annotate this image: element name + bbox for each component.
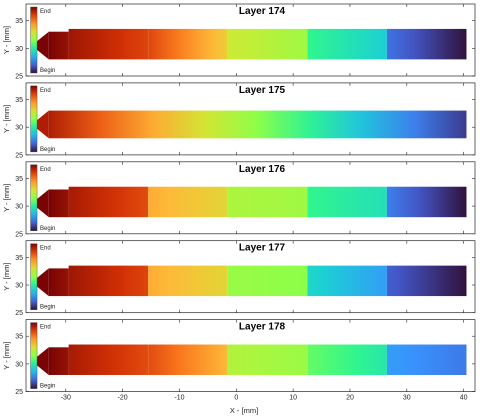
- track-segment: [307, 265, 387, 297]
- y-axis-label: Y - [mm]: [2, 341, 11, 369]
- y-axis-label: Y - [mm]: [2, 184, 11, 212]
- track-segment: [148, 265, 228, 297]
- colorbar: [30, 322, 38, 389]
- y-tick-label: 35: [15, 176, 23, 183]
- y-tick-label: 30: [15, 204, 23, 211]
- track-segment: [386, 28, 467, 60]
- track-segment: [68, 186, 149, 218]
- track-start-tip: [31, 347, 49, 375]
- x-tick-label: 30: [403, 395, 411, 402]
- track-segment: [48, 31, 69, 60]
- track-segment: [48, 268, 69, 297]
- y-tick-label: 25: [15, 152, 23, 159]
- track-segment: [48, 189, 69, 218]
- track-segment: [307, 344, 387, 375]
- y-tick-label: 35: [15, 97, 23, 104]
- y-tick-label: 35: [15, 334, 23, 341]
- x-tick-label: 20: [346, 395, 354, 402]
- colorbar-end-label: End: [40, 9, 51, 15]
- track-segment: [227, 344, 308, 375]
- y-tick-label: 25: [15, 310, 23, 317]
- panel-title: Layer 177: [239, 243, 286, 254]
- y-tick-label: 25: [15, 74, 23, 81]
- track-segment: [148, 186, 228, 218]
- colorbar: [30, 164, 38, 232]
- y-tick-label: 30: [15, 361, 23, 368]
- panel-layer-3: End Begin Layer 177 25 30 35 Y - [mm]: [2, 240, 476, 317]
- track-segment: [148, 28, 228, 60]
- y-tick-label: 25: [15, 389, 23, 396]
- colorbar: [30, 85, 38, 153]
- track-segment: [48, 110, 467, 139]
- colorbar-begin-label: Begin: [40, 226, 55, 232]
- x-axis-label: X - [mm]: [230, 406, 258, 415]
- track-segment: [386, 265, 467, 297]
- y-axis-label: Y - [mm]: [2, 105, 11, 133]
- track-segment: [307, 186, 387, 218]
- y-axis-label: Y - [mm]: [2, 263, 11, 291]
- track-segment: [68, 344, 149, 375]
- track-segment: [227, 186, 308, 218]
- track-start-tip: [31, 31, 49, 60]
- colorbar: [30, 6, 38, 74]
- x-tick-label: 40: [460, 395, 468, 402]
- colorbar-end-label: End: [40, 88, 51, 94]
- track-segment: [227, 28, 308, 60]
- track-segment: [386, 344, 467, 375]
- x-tick-label: -10: [174, 395, 184, 402]
- track-segment: [386, 186, 467, 218]
- panel-layer-0: End Begin Layer 174 25 30 35 Y - [mm]: [2, 3, 476, 81]
- track-start-tip: [31, 268, 49, 297]
- track-segment: [148, 344, 228, 375]
- panels-group: End Begin Layer 174 25 30 35 Y - [mm] End Begin L…: [2, 3, 476, 402]
- y-tick-label: 30: [15, 283, 23, 290]
- colorbar-begin-label: Begin: [40, 147, 55, 153]
- track-segment: [307, 28, 387, 60]
- track-start-tip: [31, 189, 49, 218]
- x-tick-label: 0: [234, 395, 238, 402]
- track-segment: [48, 347, 69, 375]
- y-tick-label: 35: [15, 18, 23, 25]
- panel-layer-1: End Begin Layer 175 25 30 35 Y - [mm]: [2, 82, 476, 159]
- panel-title: Layer 176: [239, 164, 286, 175]
- panel-layer-2: End Begin Layer 176 25 30 35 Y - [mm]: [2, 161, 476, 238]
- y-tick-label: 35: [15, 255, 23, 262]
- x-tick-label: 10: [289, 395, 297, 402]
- colorbar-end-label: End: [40, 325, 51, 331]
- colorbar-begin-label: Begin: [40, 305, 55, 311]
- panel-title: Layer 175: [239, 85, 286, 96]
- colorbar: [30, 243, 38, 310]
- y-axis-label: Y - [mm]: [2, 26, 11, 54]
- track-start-tip: [31, 110, 49, 139]
- y-tick-label: 30: [15, 125, 23, 132]
- track-segment: [68, 265, 149, 297]
- colorbar-end-label: End: [40, 246, 51, 252]
- x-tick-label: -20: [118, 395, 128, 402]
- colorbar-begin-label: Begin: [40, 384, 55, 390]
- track-segment: [68, 28, 149, 60]
- x-tick-label: -30: [61, 395, 71, 402]
- colorbar-end-label: End: [40, 167, 51, 173]
- track-segment: [227, 265, 308, 297]
- panel-title: Layer 174: [239, 6, 286, 17]
- y-tick-label: 25: [15, 231, 23, 238]
- colorbar-begin-label: Begin: [40, 68, 55, 74]
- y-tick-label: 30: [15, 46, 23, 53]
- panel-title: Layer 178: [239, 322, 286, 333]
- panel-layer-4: End Begin Layer 178 25 30 35 Y - [mm] -30 -20 -10…: [2, 319, 476, 402]
